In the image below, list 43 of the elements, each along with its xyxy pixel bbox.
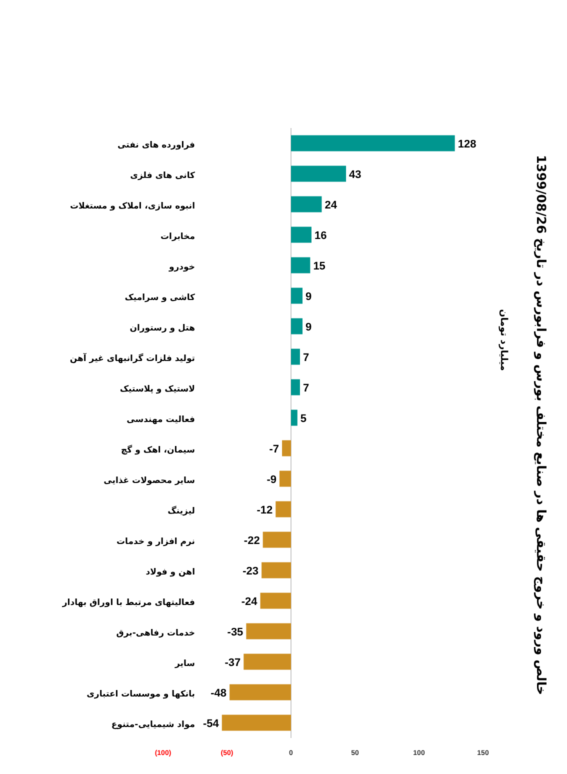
y-tick-label: لاستیک و پلاستیک <box>120 384 195 394</box>
data-label: -7 <box>269 443 280 456</box>
y-tick-label: لیزینگ <box>168 505 195 516</box>
data-label: 15 <box>313 260 326 272</box>
text: خالص ورود و خروج حقیقی ها در صنایع مختلف بورس و فرابورس در تاریخ 1399/08/26 <box>533 154 549 696</box>
data-label: -48 <box>210 687 227 700</box>
y-tick-label: کاشی و سرامیک <box>124 292 196 303</box>
data-label: 16 <box>314 230 327 242</box>
y-tick-label: فراورده های نفتی <box>118 140 195 150</box>
data-label: -24 <box>241 596 258 608</box>
data-label: -37 <box>224 656 241 669</box>
data-label: -12 <box>256 504 273 516</box>
data-label: 9 <box>306 290 312 303</box>
y-tick-label: بانکها و موسسات اعتباری <box>86 689 195 700</box>
y-tick-label: انبوه سازی، املاک و مستغلات <box>70 201 196 212</box>
y-tick-label: مواد شیمیایی-متنوع <box>111 720 195 730</box>
y-tick-label: سایر <box>174 658 195 669</box>
data-label: -9 <box>266 474 276 486</box>
y-tick-label: خدمات رفاهی-برق <box>116 628 195 638</box>
y-tick-label: تولید فلزات گرانبهای غیر آهن <box>70 352 195 364</box>
data-label: -22 <box>244 534 260 547</box>
y-tick-label: فعالیت مهندسی <box>126 414 195 425</box>
y-tick-label: اهن و فولاد <box>146 567 196 578</box>
data-label: 7 <box>302 352 310 364</box>
data-label: 9 <box>306 321 312 334</box>
y-tick-label: نرم افزار و خدمات <box>116 536 195 547</box>
plot: 128 43 24 16 15 9 9 7 7 5 -7 -9 -12 -22 -23 -24 -35 -37 -48 -54 <box>202 128 476 738</box>
data-label: 7 <box>302 382 310 394</box>
y-tick-label: مخابرات <box>160 232 195 242</box>
data-label: 5 <box>300 412 307 425</box>
y-tick-label: فعالیتهای مرتبط با اوراق بهادار <box>61 598 195 608</box>
text: میلیارد تومان <box>498 309 509 372</box>
y-tick-label: کانی های فلزی <box>130 170 196 181</box>
data-label: -35 <box>227 626 244 638</box>
y-tick-label: سایر محصولات غذایی <box>104 476 195 486</box>
data-label: 128 <box>458 138 476 150</box>
data-label: 24 <box>324 199 338 212</box>
data-label: -54 <box>202 718 220 730</box>
data-label: -23 <box>242 565 259 578</box>
y-tick-label: سیمان، اهک و گچ <box>121 444 195 456</box>
y-tick-label: خودرو <box>168 262 195 272</box>
y-tick-label: هتل و رستوران <box>130 323 196 334</box>
data-label: 43 <box>349 168 362 181</box>
